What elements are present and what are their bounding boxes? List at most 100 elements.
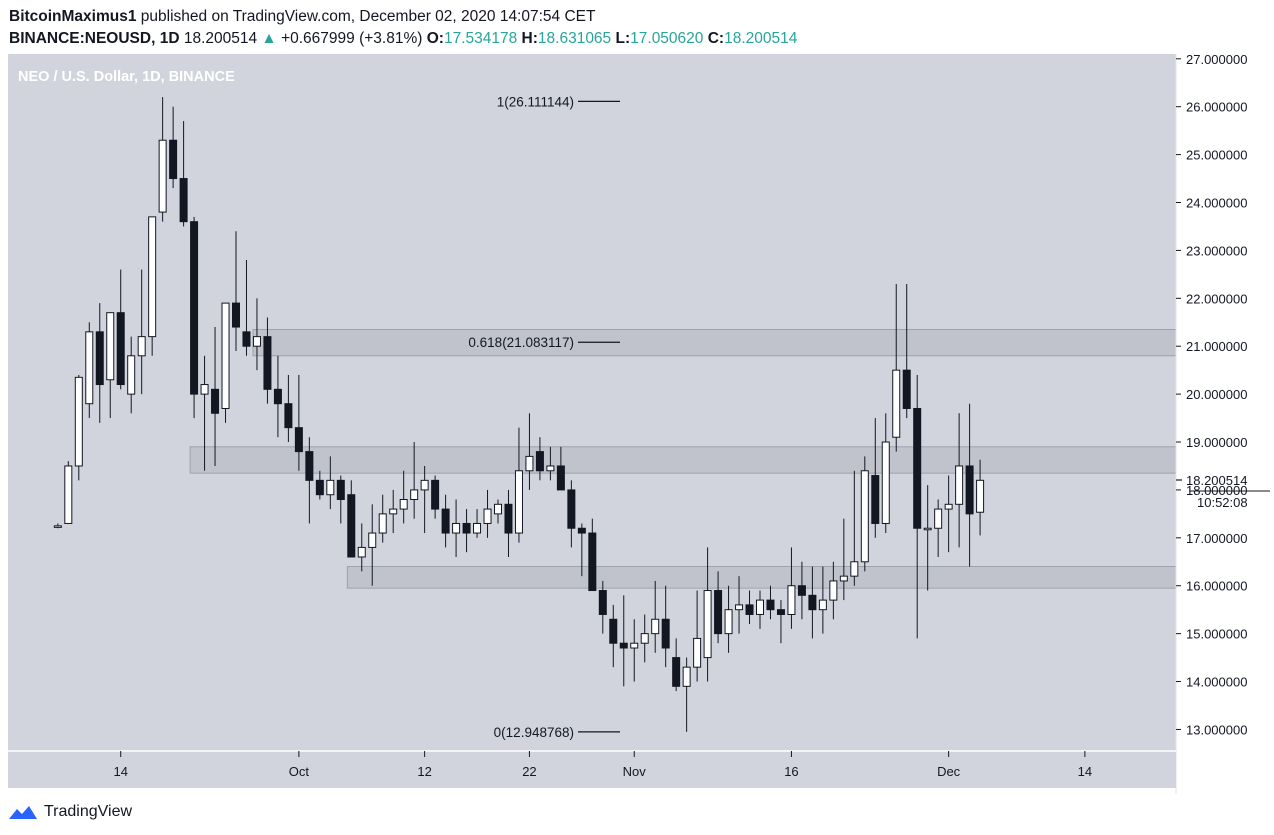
candle[interactable] bbox=[148, 216, 157, 356]
candle[interactable] bbox=[934, 499, 943, 557]
candle[interactable] bbox=[441, 494, 450, 548]
candle[interactable] bbox=[410, 442, 419, 519]
support-resistance-zone[interactable] bbox=[346, 566, 1177, 589]
candle[interactable] bbox=[630, 619, 639, 682]
candlestick-chart[interactable]: 1(26.111144) 0.618(21.083117) 0(12.948768)… bbox=[0, 52, 1274, 794]
support-resistance-zone[interactable] bbox=[252, 329, 1177, 357]
candle[interactable] bbox=[211, 327, 220, 466]
plot-pane[interactable] bbox=[8, 54, 1176, 751]
candle[interactable] bbox=[588, 518, 597, 592]
candle[interactable] bbox=[965, 403, 974, 567]
candle[interactable] bbox=[137, 269, 146, 395]
candle[interactable] bbox=[797, 561, 806, 620]
candle[interactable] bbox=[892, 283, 901, 452]
candle[interactable] bbox=[913, 374, 922, 639]
candle[interactable] bbox=[85, 322, 94, 419]
candle[interactable] bbox=[378, 494, 387, 543]
candle[interactable] bbox=[735, 576, 744, 634]
candle[interactable] bbox=[619, 595, 628, 687]
candle[interactable] bbox=[818, 566, 827, 634]
candle[interactable] bbox=[514, 427, 523, 543]
candle[interactable] bbox=[389, 489, 398, 534]
candle[interactable] bbox=[598, 580, 607, 634]
candle[interactable] bbox=[452, 499, 461, 557]
candle[interactable] bbox=[53, 523, 62, 529]
candle[interactable] bbox=[127, 336, 136, 414]
candle[interactable] bbox=[169, 106, 178, 189]
candle[interactable] bbox=[221, 302, 230, 423]
candle[interactable] bbox=[420, 465, 429, 534]
candle[interactable] bbox=[567, 480, 576, 548]
candle[interactable] bbox=[535, 437, 544, 481]
candle[interactable] bbox=[326, 456, 335, 510]
candle[interactable] bbox=[252, 298, 261, 371]
candle[interactable] bbox=[315, 470, 324, 500]
candle[interactable] bbox=[829, 561, 838, 620]
candle[interactable] bbox=[923, 485, 932, 591]
candle[interactable] bbox=[158, 97, 167, 222]
candle[interactable] bbox=[179, 121, 188, 227]
candle[interactable] bbox=[651, 580, 660, 653]
candle[interactable] bbox=[284, 374, 293, 443]
candle[interactable] bbox=[860, 456, 869, 572]
candle[interactable] bbox=[556, 446, 565, 491]
candle[interactable] bbox=[776, 600, 785, 644]
candle[interactable] bbox=[263, 317, 272, 404]
candle[interactable] bbox=[703, 547, 712, 682]
candle[interactable] bbox=[232, 231, 240, 352]
candle[interactable] bbox=[74, 374, 83, 481]
candle[interactable] bbox=[504, 489, 513, 557]
chart-container[interactable]: 1(26.111144) 0.618(21.083117) 0(12.948768)… bbox=[0, 52, 1274, 794]
candle[interactable] bbox=[640, 614, 649, 663]
candle[interactable] bbox=[242, 259, 251, 356]
candle[interactable] bbox=[976, 459, 985, 536]
candle[interactable] bbox=[672, 638, 681, 692]
candle[interactable] bbox=[839, 518, 848, 601]
candle[interactable] bbox=[693, 590, 702, 682]
candle[interactable] bbox=[273, 355, 282, 438]
candle[interactable] bbox=[808, 566, 817, 639]
candle[interactable] bbox=[473, 509, 482, 538]
candle[interactable] bbox=[682, 657, 691, 732]
tradingview-brand[interactable]: TradingView bbox=[44, 803, 133, 820]
candle[interactable] bbox=[714, 571, 723, 644]
candle[interactable] bbox=[881, 413, 890, 534]
candle[interactable] bbox=[609, 604, 618, 668]
candle[interactable] bbox=[95, 303, 104, 423]
candle[interactable] bbox=[483, 489, 492, 538]
time-axis-bg[interactable] bbox=[8, 751, 1176, 788]
candle[interactable] bbox=[525, 413, 534, 490]
candle[interactable] bbox=[399, 470, 408, 524]
candle[interactable] bbox=[347, 480, 356, 558]
candle[interactable] bbox=[431, 475, 440, 519]
support-resistance-zone[interactable] bbox=[189, 446, 1177, 474]
candle[interactable] bbox=[336, 475, 345, 524]
candle[interactable] bbox=[766, 585, 775, 620]
candle[interactable] bbox=[116, 269, 125, 390]
candle[interactable] bbox=[724, 585, 733, 653]
candle[interactable] bbox=[294, 374, 303, 471]
candle[interactable] bbox=[902, 283, 911, 419]
candle[interactable] bbox=[462, 509, 471, 553]
candle[interactable] bbox=[871, 418, 880, 538]
candle[interactable] bbox=[368, 504, 377, 586]
candle[interactable] bbox=[850, 470, 859, 586]
candle[interactable] bbox=[546, 446, 555, 481]
candle[interactable] bbox=[577, 523, 586, 577]
author-name[interactable]: BitcoinMaximus1 bbox=[9, 8, 137, 25]
candle[interactable] bbox=[200, 355, 209, 471]
candle[interactable] bbox=[787, 547, 796, 629]
candle[interactable] bbox=[955, 413, 964, 548]
candle[interactable] bbox=[944, 475, 953, 553]
candle[interactable] bbox=[745, 590, 754, 625]
candle[interactable] bbox=[756, 590, 764, 629]
price-axis-bg[interactable] bbox=[1176, 54, 1274, 751]
candle[interactable] bbox=[357, 523, 366, 572]
candle[interactable] bbox=[305, 437, 314, 524]
candle[interactable] bbox=[494, 499, 502, 524]
candle[interactable] bbox=[106, 312, 115, 419]
candle[interactable] bbox=[64, 461, 73, 524]
candle[interactable] bbox=[661, 585, 670, 668]
tradingview-logo-icon[interactable] bbox=[8, 803, 38, 821]
candle[interactable] bbox=[190, 216, 199, 419]
